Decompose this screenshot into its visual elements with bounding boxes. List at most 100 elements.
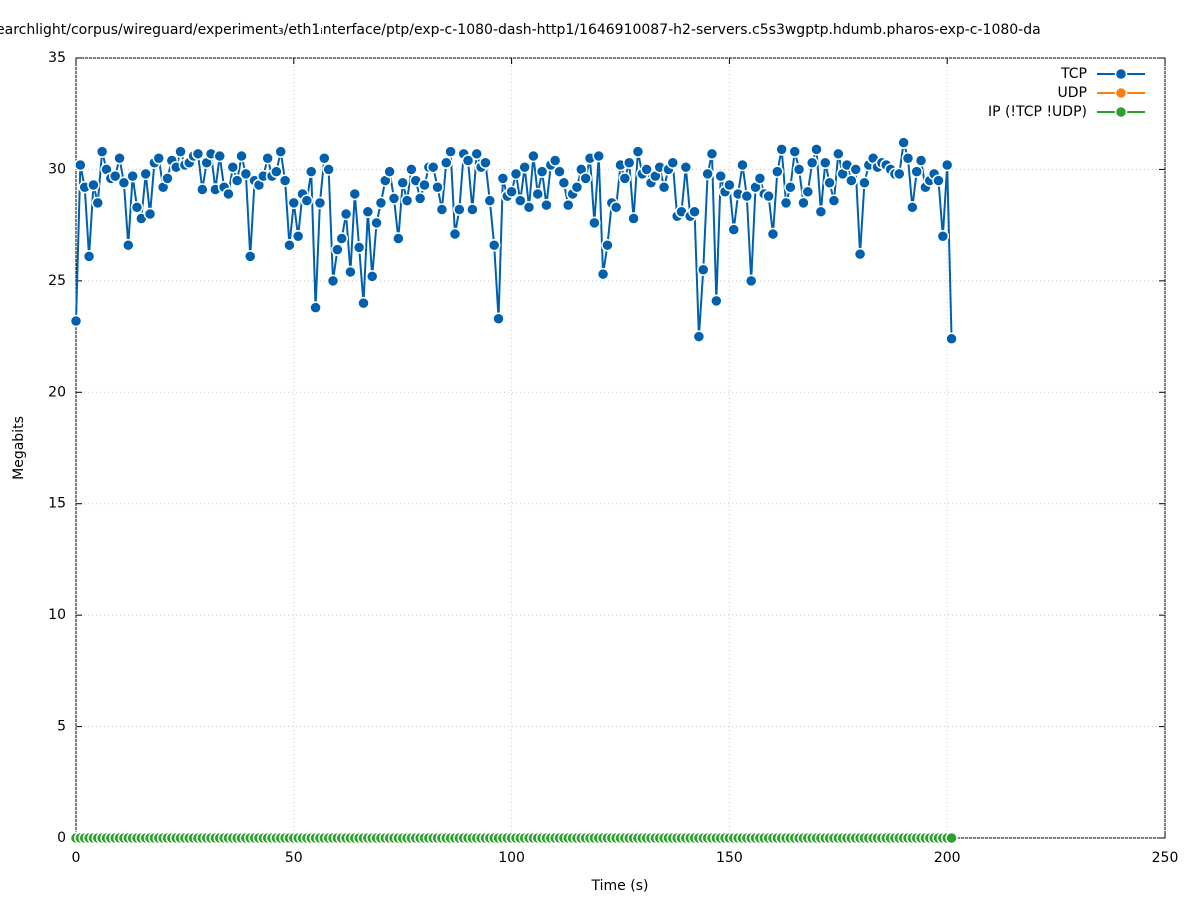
data-point (191, 147, 205, 161)
data-point (910, 165, 923, 178)
data-point (387, 192, 401, 205)
data-point (679, 160, 693, 174)
data-point (470, 147, 484, 161)
series (69, 831, 958, 845)
data-point (318, 152, 331, 165)
data-point (853, 247, 867, 261)
data-point (304, 165, 318, 178)
data-point (810, 143, 823, 156)
data-point (126, 169, 139, 183)
data-point (261, 152, 274, 165)
x-axis-label: Time (s) (591, 878, 649, 894)
data-point (313, 196, 327, 210)
legend-label: TCP (1060, 66, 1087, 82)
data-point (69, 314, 83, 328)
data-point (226, 160, 240, 174)
legend-marker (1114, 105, 1128, 119)
data-point (326, 274, 340, 288)
data-point (300, 194, 314, 207)
data-point (771, 165, 784, 178)
data-point (753, 172, 767, 185)
y-tick-label: 5 (57, 719, 66, 735)
data-point (897, 136, 910, 149)
data-point (766, 227, 780, 241)
data-point (945, 332, 958, 346)
data-point (744, 274, 758, 288)
data-point (531, 187, 544, 201)
data-point (352, 241, 366, 254)
data-point (775, 143, 788, 156)
data-point (845, 174, 858, 187)
data-point (561, 198, 575, 212)
data-point (823, 176, 836, 190)
data-point (113, 152, 126, 165)
data-point (705, 147, 719, 161)
data-point (814, 205, 828, 219)
data-point (492, 312, 505, 325)
data-point (365, 270, 379, 283)
data-point (618, 172, 632, 185)
data-point (692, 330, 706, 343)
data-point (418, 178, 431, 192)
y-tick-label: 25 (48, 273, 66, 289)
data-point (400, 194, 414, 207)
data-point (348, 187, 362, 201)
data-point (901, 152, 915, 165)
data-point (818, 156, 832, 169)
data-point (270, 165, 283, 178)
data-point (344, 265, 357, 279)
data-point (339, 207, 353, 221)
y-tick-label: 30 (48, 161, 66, 177)
data-point (714, 169, 727, 183)
data-point (291, 230, 305, 243)
data-point (522, 201, 536, 214)
data-point (627, 212, 640, 225)
data-point (849, 163, 862, 176)
data-point (453, 203, 466, 216)
y-tick-label: 35 (48, 50, 66, 66)
data-point (527, 149, 540, 163)
data-point (357, 296, 370, 310)
data-point (143, 207, 157, 221)
data-point (509, 167, 523, 181)
data-point (736, 158, 749, 172)
data-point (466, 203, 479, 216)
data-point (87, 178, 100, 192)
legend-marker (1114, 86, 1128, 100)
data-point (784, 181, 797, 194)
data-point (95, 145, 109, 158)
data-point (196, 183, 209, 196)
y-tick-label: 15 (48, 496, 66, 512)
data-point (710, 294, 723, 308)
data-point (723, 178, 736, 192)
data-point (448, 227, 462, 241)
data-point (827, 194, 841, 207)
data-point (740, 189, 754, 203)
data-point (405, 163, 418, 176)
data-point (788, 145, 801, 158)
data-point (396, 176, 409, 190)
legend-marker (1114, 67, 1128, 81)
data-point (932, 174, 945, 187)
data-point (640, 163, 653, 176)
data-point (82, 250, 96, 263)
data-point (461, 154, 475, 167)
y-axis-label: Megabits (11, 416, 27, 480)
data-point (805, 156, 819, 169)
data-point (535, 165, 549, 178)
data-point (858, 176, 871, 190)
data-point (152, 152, 166, 165)
data-point (392, 232, 405, 245)
data-point (213, 149, 226, 163)
series (69, 136, 958, 346)
chart-title: earchlight/corpus/wireguard/experiment₃/… (0, 22, 1041, 38)
data-point (609, 201, 623, 214)
data-point (553, 165, 566, 178)
data-point (235, 149, 248, 163)
data-point (914, 154, 928, 167)
data-point (518, 160, 531, 174)
x-tick-label: 150 (716, 850, 743, 866)
data-point (688, 205, 701, 219)
